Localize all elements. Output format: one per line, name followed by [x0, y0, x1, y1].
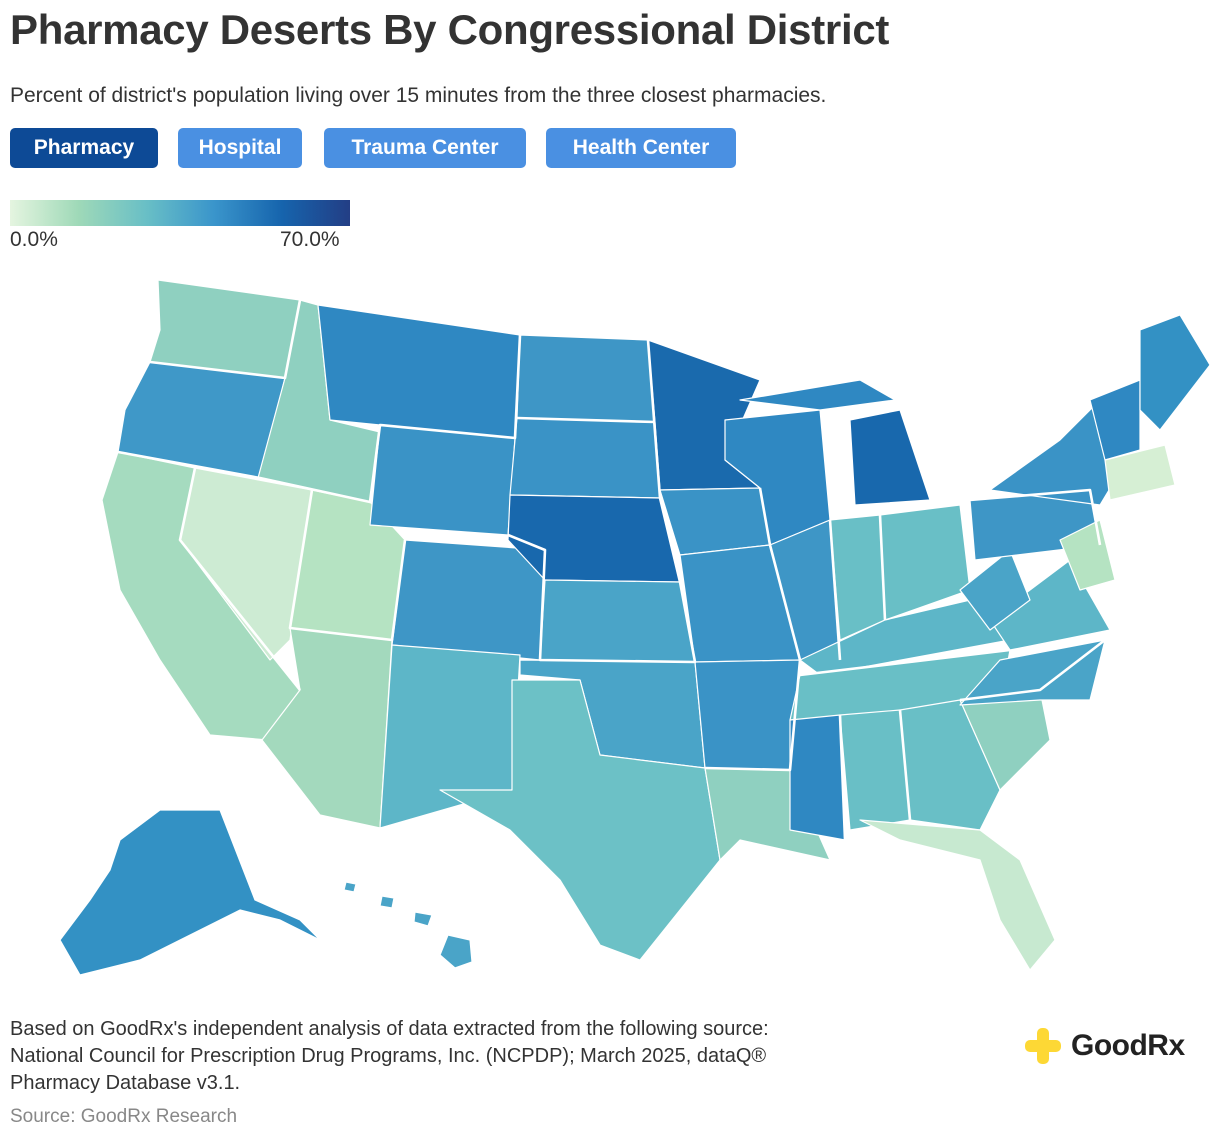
footer-line-3: Pharmacy Database v3.1. [10, 1072, 241, 1094]
page-subtitle: Percent of district's population living … [10, 84, 827, 107]
tab-pharmacy[interactable]: Pharmacy [10, 128, 158, 168]
state-hawaii-maui [413, 911, 433, 927]
state-north-dakota [516, 334, 656, 423]
us-district-map[interactable] [0, 255, 1220, 980]
state-florida [859, 819, 1056, 971]
tab-health-center[interactable]: Health Center [546, 128, 736, 168]
state-new-england-south [1104, 444, 1176, 501]
state-arizona [261, 627, 393, 829]
color-legend-bar [10, 200, 350, 226]
legend-max-label: 70.0% [280, 228, 340, 251]
state-south-dakota [509, 417, 661, 499]
state-vermont-nh [1089, 379, 1141, 461]
state-mid-atlantic [1059, 519, 1116, 591]
state-hawaii-oahu [379, 895, 395, 909]
state-iowa [659, 487, 771, 556]
footer-line-1: Based on GoodRx's independent analysis o… [10, 1018, 769, 1040]
state-texas [439, 679, 721, 961]
plus-logo-icon [1025, 1028, 1061, 1064]
state-maine [1139, 314, 1211, 431]
state-alaska [59, 809, 321, 976]
state-north-carolina [959, 639, 1106, 706]
state-colorado [391, 539, 546, 661]
state-hawaii-big [439, 934, 473, 969]
footer-note: Based on GoodRx's independent analysis o… [10, 1016, 970, 1097]
source-note: Source: GoodRx Research [10, 1106, 238, 1127]
brand-logo: GoodRx [1025, 1028, 1185, 1064]
brand-name: GoodRx [1071, 1029, 1185, 1062]
state-montana [317, 304, 521, 439]
state-west-virginia [959, 549, 1031, 631]
state-michigan-upper [739, 379, 896, 411]
state-hawaii-kauai [343, 881, 357, 893]
state-kansas [539, 579, 696, 663]
legend-min-label: 0.0% [10, 228, 58, 251]
page-title: Pharmacy Deserts By Congressional Distri… [10, 6, 890, 53]
state-michigan-lower [849, 409, 931, 506]
state-alabama [839, 709, 911, 831]
state-arkansas [694, 659, 801, 771]
tab-hospital[interactable]: Hospital [178, 128, 302, 168]
footer-line-2: National Council for Prescription Drug P… [10, 1045, 767, 1067]
tab-trauma-center[interactable]: Trauma Center [324, 128, 526, 168]
state-wyoming [369, 424, 516, 536]
state-mississippi [789, 714, 846, 841]
state-washington [149, 279, 301, 379]
